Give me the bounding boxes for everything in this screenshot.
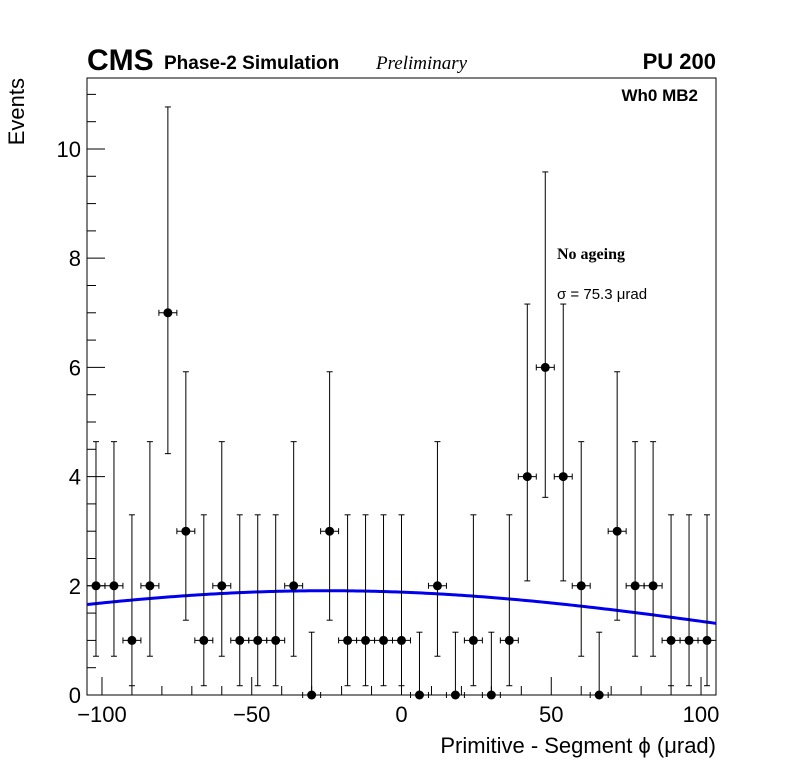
data-marker <box>630 581 640 591</box>
data-point <box>356 514 376 687</box>
data-point <box>194 514 214 687</box>
data-point <box>104 441 124 657</box>
data-marker <box>289 581 299 591</box>
data-point <box>499 514 519 687</box>
data-point <box>661 514 681 687</box>
data-point <box>643 441 663 657</box>
x-tick-label: −50 <box>233 702 270 727</box>
data-marker <box>684 635 694 645</box>
y-axis-ticks <box>87 93 105 696</box>
data-point <box>266 514 286 687</box>
data-point <box>122 514 142 687</box>
data-point <box>320 371 340 621</box>
data-marker <box>199 635 209 645</box>
cms-label: CMS <box>87 44 154 77</box>
data-marker <box>468 635 478 645</box>
data-point <box>176 371 196 621</box>
x-axis-tick-labels: −100 −50 0 50 100 <box>77 702 719 727</box>
y-axis-tick-labels: 0 2 4 6 8 10 <box>57 137 81 708</box>
data-point <box>248 514 268 687</box>
x-tick-label: −100 <box>77 702 127 727</box>
data-point <box>463 514 483 687</box>
data-marker <box>558 472 568 482</box>
data-marker <box>343 635 353 645</box>
data-marker <box>361 635 371 645</box>
data-marker <box>181 526 191 536</box>
data-marker <box>397 635 406 645</box>
x-tick-label: 50 <box>539 702 563 727</box>
data-point <box>607 371 627 621</box>
data-marker <box>594 690 604 700</box>
y-tick-label: 2 <box>69 574 81 599</box>
data-points <box>86 106 717 700</box>
data-marker <box>307 690 317 700</box>
data-marker <box>504 635 514 645</box>
data-marker <box>109 581 119 591</box>
y-axis-label: Events <box>4 78 29 145</box>
region-label: Wh0 MB2 <box>622 86 699 105</box>
data-marker <box>540 362 550 372</box>
data-point <box>517 303 537 582</box>
data-point <box>571 441 591 657</box>
y-tick-label: 4 <box>69 465 81 490</box>
data-point <box>679 514 699 687</box>
data-point <box>140 441 160 657</box>
data-point <box>409 631 429 700</box>
data-marker <box>702 635 712 645</box>
data-marker <box>612 526 622 536</box>
data-point <box>374 514 394 687</box>
data-point <box>158 106 178 455</box>
data-point <box>553 303 573 582</box>
data-marker <box>127 635 137 645</box>
data-marker <box>522 472 532 482</box>
data-marker <box>145 581 155 591</box>
data-marker <box>666 635 676 645</box>
preliminary-label: Preliminary <box>375 53 468 74</box>
data-marker <box>253 635 263 645</box>
data-marker <box>648 581 658 591</box>
data-point <box>535 171 555 498</box>
data-point <box>230 514 250 687</box>
data-marker <box>379 635 389 645</box>
data-marker <box>432 581 442 591</box>
x-axis-label: Primitive - Segment ϕ (μrad) <box>440 733 716 758</box>
data-marker <box>91 581 101 591</box>
data-marker <box>163 308 173 318</box>
data-point <box>302 631 322 700</box>
data-point <box>481 631 501 700</box>
data-point <box>392 514 411 687</box>
data-marker <box>235 635 245 645</box>
data-point <box>625 441 645 657</box>
data-point <box>86 441 106 657</box>
phase-label: Phase-2 Simulation <box>164 53 339 74</box>
sigma-annotation: σ = 75.3 μrad <box>557 286 647 303</box>
data-marker <box>486 690 496 700</box>
data-point <box>697 514 717 687</box>
y-tick-label: 0 <box>69 683 81 708</box>
pileup-label: PU 200 <box>643 49 716 74</box>
y-tick-label: 6 <box>69 355 81 380</box>
y-tick-label: 8 <box>69 246 81 271</box>
data-marker <box>576 581 586 591</box>
x-tick-label: 100 <box>683 702 720 727</box>
data-point <box>445 631 465 700</box>
data-point <box>589 631 609 700</box>
data-point <box>427 441 447 657</box>
data-marker <box>414 690 424 700</box>
data-marker <box>450 690 460 700</box>
data-marker <box>325 526 335 536</box>
data-marker <box>217 581 227 591</box>
data-point <box>284 441 304 657</box>
data-marker <box>271 635 281 645</box>
data-point <box>338 514 358 687</box>
ageing-annotation: No ageing <box>557 246 625 263</box>
data-point <box>212 441 232 657</box>
y-tick-label: 10 <box>57 137 81 162</box>
x-tick-label: 0 <box>395 702 407 727</box>
